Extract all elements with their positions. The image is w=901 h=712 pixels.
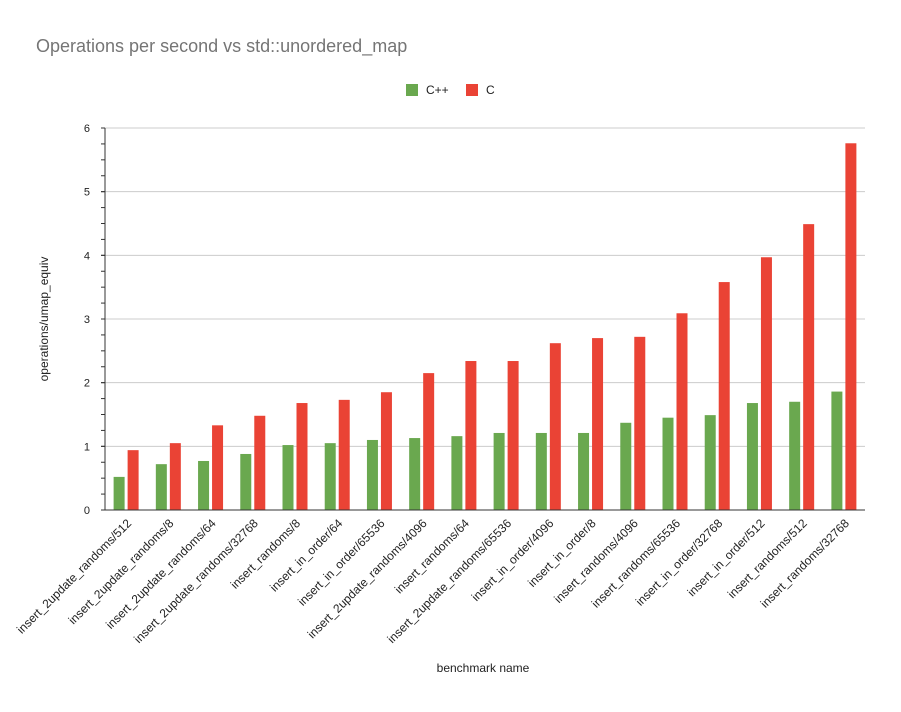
y-tick-label: 2 [84, 378, 90, 390]
chart-title: Operations per second vs std::unordered_… [36, 36, 408, 56]
y-tick-label: 3 [84, 314, 90, 326]
bar-cpp-9 [493, 432, 505, 510]
y-tick-label: 5 [84, 187, 90, 199]
y-axis-title: operations/umap_equiv [37, 257, 51, 382]
y-tick-label: 0 [84, 505, 90, 517]
axes [101, 127, 865, 511]
bar-cpp-14 [704, 415, 716, 510]
bar-c-3 [254, 415, 266, 510]
x-tick-label: insert_randoms/64 [392, 516, 472, 596]
bar-cpp-0 [113, 476, 125, 510]
bar-cpp-8 [451, 436, 463, 510]
bar-c-8 [465, 361, 477, 510]
legend-swatch-c [466, 84, 478, 96]
y-tick-label: 4 [84, 250, 90, 262]
bar-cpp-4 [282, 445, 294, 510]
bar-c-15 [760, 257, 772, 510]
x-tick-label: insert_randoms/512 [725, 516, 810, 601]
x-tick-label: insert_in_order/512 [685, 516, 768, 599]
bar-c-16 [803, 224, 815, 511]
bar-c-7 [423, 373, 435, 510]
bar-c-2 [212, 425, 224, 510]
bar-cpp-7 [409, 438, 421, 510]
bar-cpp-17 [831, 391, 843, 510]
bar-c-14 [718, 282, 730, 510]
bar-c-4 [296, 403, 308, 510]
bar-c-13 [676, 313, 688, 510]
bar-cpp-5 [324, 443, 336, 510]
bar-c-17 [845, 143, 857, 510]
gridlines [105, 127, 865, 447]
bar-cpp-6 [366, 439, 378, 510]
bar-cpp-12 [620, 422, 632, 510]
bar-cpp-10 [535, 432, 547, 510]
y-tick-label: 6 [84, 123, 90, 135]
bar-cpp-13 [662, 417, 674, 510]
bar-c-6 [380, 392, 392, 510]
legend-label: C [486, 83, 495, 97]
bar-cpp-1 [155, 464, 167, 510]
bar-cpp-15 [746, 403, 758, 510]
bar-cpp-2 [198, 460, 210, 510]
x-tick-label: insert_in_order/64 [267, 516, 346, 595]
bars [113, 143, 857, 511]
bar-c-0 [127, 450, 139, 510]
bar-cpp-3 [240, 453, 252, 510]
bar-c-12 [634, 336, 646, 510]
bar-cpp-11 [578, 432, 590, 510]
legend-swatch-cpp [406, 84, 418, 96]
bar-c-1 [169, 443, 181, 510]
bar-c-5 [338, 399, 350, 510]
x-axis-title: benchmark name [437, 661, 530, 675]
legend: C++ C [406, 83, 495, 97]
y-tick-label: 1 [84, 441, 90, 453]
legend-label: C++ [426, 83, 449, 97]
bar-cpp-16 [789, 401, 801, 510]
bar-c-10 [549, 343, 561, 510]
bar-c-9 [507, 361, 519, 510]
bar-c-11 [592, 338, 604, 510]
x-tick-label: insert_in_order/4096 [469, 516, 557, 604]
